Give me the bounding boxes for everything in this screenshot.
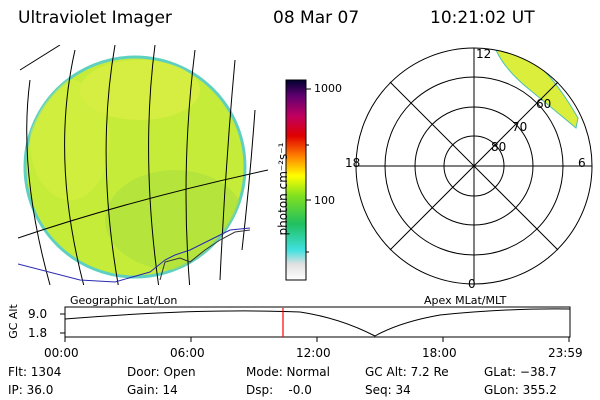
uv-image-panel bbox=[18, 45, 268, 285]
mlt-label-0: 0 bbox=[468, 277, 476, 291]
info-gc-alt: GC Alt: 7.2 Re bbox=[365, 365, 449, 379]
x-tick-1200: 12:00 bbox=[296, 346, 331, 360]
info-seq: Seq: 34 bbox=[365, 383, 411, 397]
x-tick-2359: 23:59 bbox=[548, 346, 583, 360]
x-tick-0000: 00:00 bbox=[44, 346, 79, 360]
colorbar-tick-1000: 1000 bbox=[314, 82, 342, 95]
geo-grid-lines bbox=[18, 45, 268, 285]
mlat-label-70: 70 bbox=[512, 120, 528, 134]
gc-alt-axis-label: GC Alt bbox=[6, 304, 20, 339]
apex-mlat-mlt-title: Apex MLat/MLT bbox=[424, 294, 507, 307]
aurora-region bbox=[495, 48, 579, 129]
mlat-label-60: 60 bbox=[536, 97, 552, 111]
info-glat: GLat: −38.7 bbox=[484, 365, 557, 379]
altitude-curve bbox=[64, 308, 571, 337]
instrument-title: Ultraviolet Imager bbox=[18, 8, 172, 28]
time-label: 10:21:02 UT bbox=[430, 8, 535, 28]
y-tick-9: 9.0 bbox=[28, 307, 48, 321]
coastline bbox=[18, 227, 251, 283]
x-tick-0600: 06:00 bbox=[170, 346, 205, 360]
polar-plot bbox=[355, 47, 593, 285]
info-mode: Mode: Normal bbox=[246, 365, 330, 379]
colorbar-tick-100: 100 bbox=[314, 194, 335, 207]
date-label: 08 Mar 07 bbox=[273, 8, 360, 28]
info-glon: GLon: 355.2 bbox=[484, 383, 557, 397]
y-tick-1-8: 1.8 bbox=[28, 326, 48, 340]
mlt-label-6: 6 bbox=[578, 156, 586, 170]
mlt-label-12: 12 bbox=[476, 47, 492, 61]
colorbar bbox=[285, 79, 311, 281]
info-ip: IP: 36.0 bbox=[8, 383, 54, 397]
info-door: Door: Open bbox=[127, 365, 196, 379]
x-tick-1800: 18:00 bbox=[422, 346, 457, 360]
orbit-panel bbox=[60, 306, 571, 342]
mlt-label-18: 18 bbox=[345, 156, 361, 170]
colorbar-unit-label: photon cm⁻²s⁻¹ bbox=[276, 142, 290, 236]
mlat-label-80: 80 bbox=[491, 140, 507, 154]
geo-latlon-title: Geographic Lat/Lon bbox=[70, 294, 178, 307]
info-dsp: Dsp: -0.0 bbox=[246, 383, 312, 397]
info-flt: Flt: 1304 bbox=[8, 365, 62, 379]
info-gain: Gain: 14 bbox=[127, 383, 178, 397]
